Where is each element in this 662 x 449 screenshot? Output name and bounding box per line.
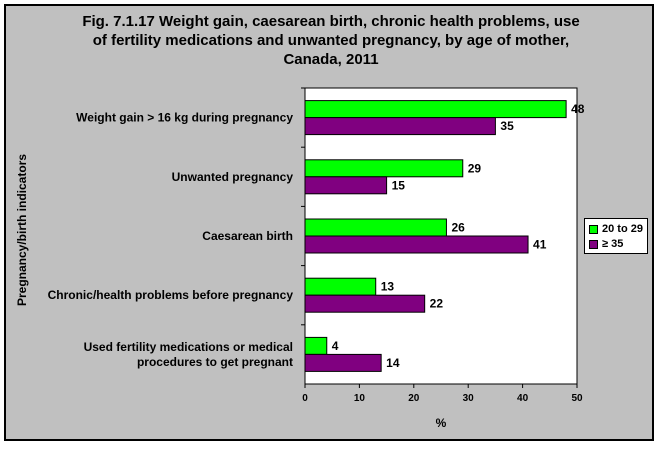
data-label: 14	[386, 356, 400, 370]
bar-age-20-29	[304, 336, 328, 355]
data-label: 13	[381, 280, 395, 294]
bar-age-35-plus	[304, 235, 529, 254]
x-tick-label: 0	[302, 393, 308, 404]
legend-label-20-to-29: 20 to 29	[602, 223, 643, 235]
chart-title: Fig. 7.1.17 Weight gain, caesarean birth…	[6, 12, 656, 69]
category-label: Weight gain > 16 kg during pregnancy	[76, 111, 293, 125]
category-label: Chronic/health problems before pregnancy	[48, 288, 294, 302]
category-label: Unwanted pregnancy	[172, 170, 294, 184]
data-label: 26	[451, 221, 465, 235]
legend-item-35-plus: ≥ 35	[589, 237, 623, 251]
category-label: Caesarean birth	[202, 229, 293, 243]
legend: 20 to 29 ≥ 35	[584, 218, 648, 254]
data-label: 22	[430, 297, 444, 311]
y-axis-title: Pregnancy/birth indicators	[15, 154, 29, 306]
legend-swatch-green	[589, 224, 598, 234]
bar-age-35-plus	[304, 294, 426, 313]
data-label: 48	[571, 102, 585, 116]
chart-title-line-1: Fig. 7.1.17 Weight gain, caesarean birth…	[82, 13, 580, 30]
x-tick-label: 30	[463, 393, 475, 404]
legend-label-35-plus: ≥ 35	[602, 238, 624, 250]
category-label: Used fertility medications or medical	[84, 340, 293, 354]
x-tick-label: 50	[571, 393, 583, 404]
data-label: 35	[500, 119, 514, 133]
x-tick-label: 10	[354, 393, 366, 404]
data-label: 4	[332, 339, 339, 353]
category-label: procedures to get pregnant	[137, 355, 293, 369]
bar-age-35-plus	[304, 176, 388, 195]
chart-title-line-3: Canada, 2011	[283, 51, 379, 68]
bar-age-35-plus	[304, 117, 496, 136]
bar-age-20-29	[304, 218, 447, 237]
bar-age-20-29	[304, 159, 464, 178]
x-tick-label: 20	[408, 393, 420, 404]
chart-title-line-2: of fertility medications and unwanted pr…	[92, 32, 570, 49]
legend-item-20-to-29: 20 to 29	[589, 222, 643, 236]
x-axis-title: %	[436, 416, 447, 430]
bar-age-20-29	[304, 277, 377, 296]
legend-swatch-purple	[589, 239, 598, 249]
data-label: 15	[392, 178, 406, 192]
data-label: 29	[468, 161, 482, 175]
x-tick-label: 40	[517, 393, 529, 404]
data-label: 41	[533, 238, 547, 252]
bar-age-35-plus	[304, 353, 382, 372]
bar-age-20-29	[304, 100, 567, 119]
